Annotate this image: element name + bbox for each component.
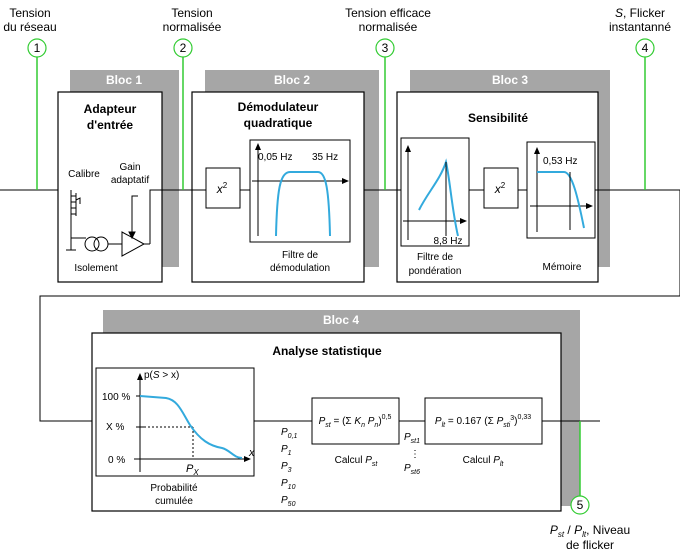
calibre-resistor-icon [66,190,86,251]
point-5: 5 [570,421,590,515]
bloc3-title: Sensibilité [468,111,528,125]
bloc3-tag: Bloc 3 [492,73,528,87]
lowpass-curve [537,171,585,229]
bloc3-freq: 8,8 Hz [434,236,463,247]
prob-caption-line1: Probabilité [150,483,198,494]
svg-text:1: 1 [34,41,41,55]
pst-dots: ⋮ [410,449,420,460]
prob-tick-0: 0 % [108,455,125,466]
bloc1-title-line2: d'entrée [87,118,134,132]
demodulation-filter-graph [249,139,351,243]
prob-y-label: p(S > x) [144,370,179,381]
pst-formula: Pst = (Σ Kn Pn)0,5 [319,414,392,429]
point-3-label-line2: normalisée [359,20,418,34]
bloc3-filter-line1: Filtre de [417,252,454,263]
prob-tick-x: X % [106,422,124,433]
percentile-10: P10 [281,478,296,491]
prob-x-axis-label: x [248,447,255,459]
point-4: 4 [635,38,655,190]
bloc1-tag: Bloc 1 [106,73,142,87]
memoire-label: Mémoire [543,262,582,273]
plt-box [424,397,543,445]
bloc2-square-box [205,167,241,209]
bloc2-tag: Bloc 2 [274,73,310,87]
return-path [39,190,680,422]
weighting-filter-graph [400,137,470,247]
bloc2-title-line1: Démodulateur [238,100,319,114]
calc-pst-label: Calcul Pst [335,455,379,468]
percentile-3: P3 [281,461,292,474]
gain-label-line2: adaptatif [111,175,150,186]
plt-formula: Plt = 0.167 (Σ Psti3)0,33 [435,414,531,429]
bloc4-tag: Bloc 4 [323,313,359,327]
pst1-label: Pst1 [404,432,420,445]
point-3-label-line1: Tension efficace [345,6,431,20]
calc-plt-label: Calcul Plt [463,455,505,468]
pst6-label: Pst6 [404,463,420,476]
bandpass-curve [275,171,331,237]
bloc2-filter-line2: démodulation [270,263,330,274]
pst-box [311,397,400,445]
bloc1-title-line1: Adapteur [84,102,137,116]
bloc2-title-line2: quadratique [244,116,313,130]
isolement-label: Isolement [74,263,118,274]
point-2-label-line1: Tension [171,6,212,20]
bloc3-memory-freq: 0,53 Hz [543,156,577,167]
point-2-label-line2: normalisée [163,20,222,34]
gain-label-line1: Gain [119,162,140,173]
svg-text:3: 3 [382,41,389,55]
point-1-label-line1: Tension [9,6,50,20]
prob-px-label: PX [186,463,199,477]
percentile-1: P1 [281,444,292,457]
cumulative-curve [139,395,243,459]
point-3: 3 [375,38,395,190]
cumulative-probability-graph [95,367,255,477]
bloc2-square-label: x2 [216,181,228,196]
point-4-label-line2: instantanné [609,20,671,34]
point-1-label-line2: du réseau [3,20,56,34]
calibre-label: Calibre [68,169,100,180]
bloc3-square-box [483,167,519,209]
bloc3-filter-line2: pondération [409,266,462,277]
point-5-label-line1: Pst / Plt, Niveau [550,523,630,539]
svg-text:2: 2 [180,41,187,55]
point-2: 2 [173,38,193,190]
bloc2-freq-low: 0,05 Hz [258,152,292,163]
bloc2-freq-high: 35 Hz [312,152,338,163]
point-5-label-line2: de flicker [566,538,614,552]
point-4-label-line1: S, Flicker [615,6,665,20]
percentile-0-1: P0,1 [281,427,298,440]
prob-tick-100: 100 % [102,392,130,403]
bloc2-filter-line1: Filtre de [282,250,319,261]
percentile-50: P50 [281,495,296,508]
amplifier-icon [121,189,162,257]
svg-text:5: 5 [577,498,584,512]
bloc4-title: Analyse statistique [272,344,382,358]
transformer-icon [84,236,122,252]
prob-caption-line2: cumulée [155,496,193,507]
point-1: 1 [27,38,47,190]
bloc3-square-label: x2 [494,181,506,196]
svg-text:4: 4 [642,41,649,55]
